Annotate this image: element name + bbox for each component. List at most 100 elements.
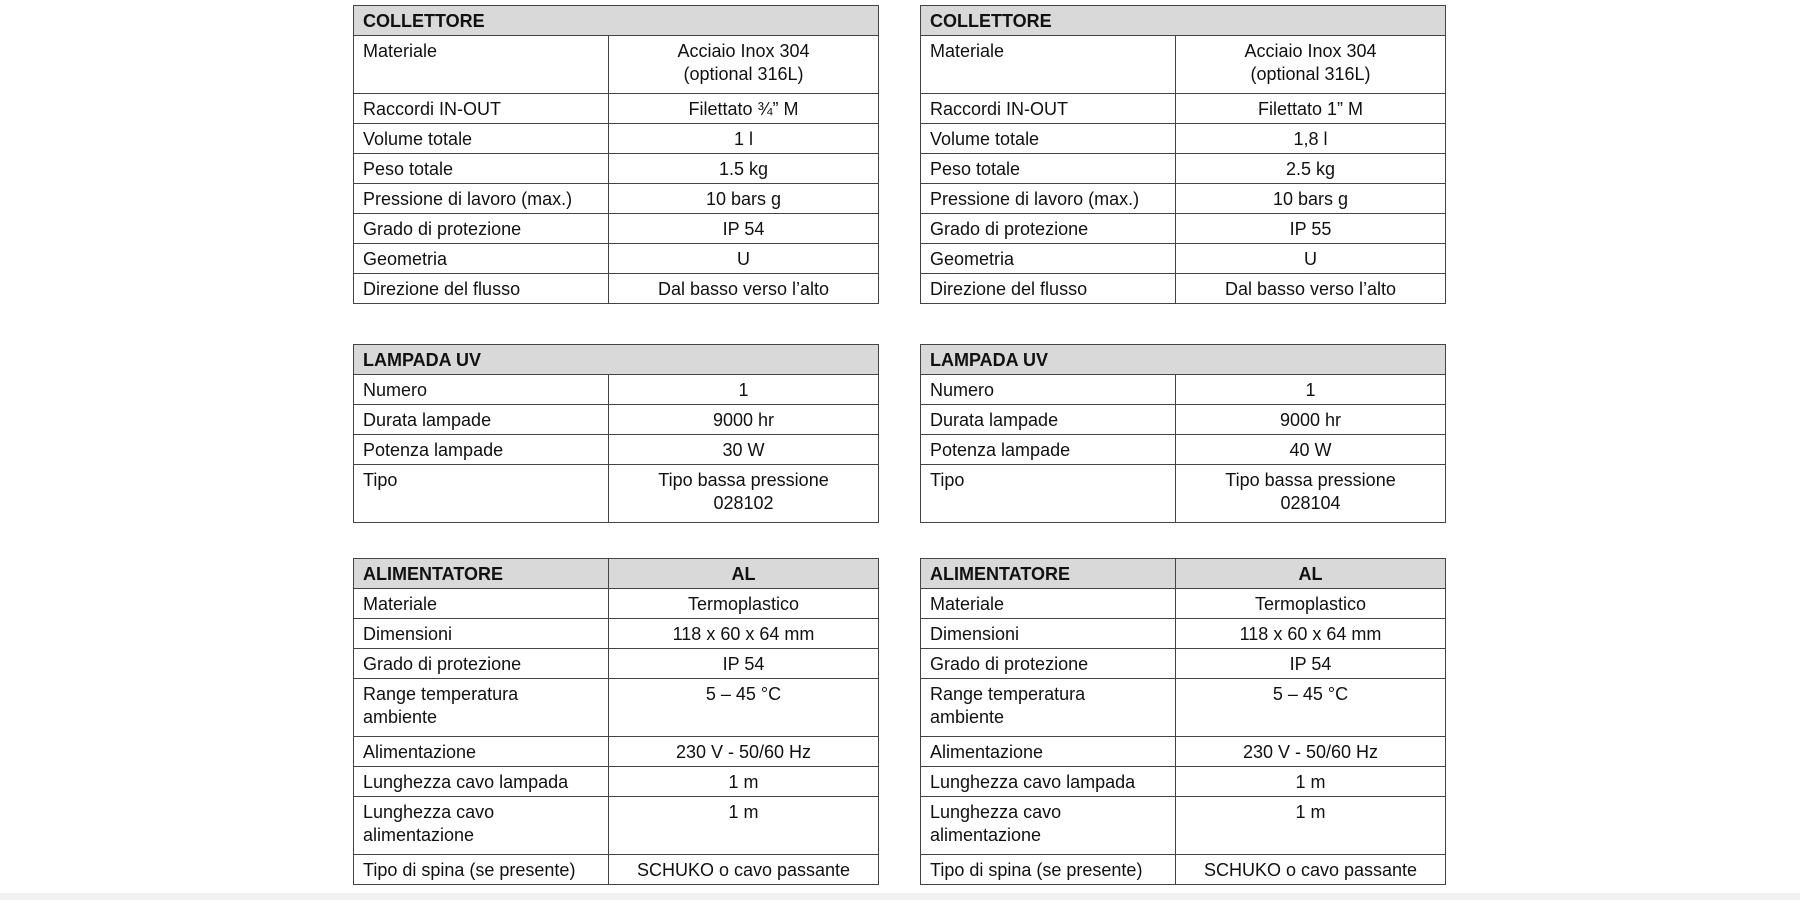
table-row: Materiale Acciaio Inox 304 (optional 316L)	[353, 35, 879, 94]
row-label: Direzione del flusso	[353, 273, 609, 304]
section-title: COLLETTORE	[353, 5, 879, 36]
table-row: Grado di protezione IP 55	[920, 213, 1446, 244]
row-label: Volume totale	[353, 123, 609, 154]
table-row: Direzione del flusso Dal basso verso l’al…	[353, 273, 879, 304]
row-label: Materiale	[353, 588, 609, 619]
table-row: Peso totale 2.5 kg	[920, 153, 1446, 184]
row-label: Range temperatura ambiente	[920, 678, 1176, 737]
row-value: IP 55	[1175, 213, 1446, 244]
row-value: 1 m	[1175, 796, 1446, 855]
lampada-table: LAMPADA UV Numero 1 Durata lampade 9000 hr Po…	[353, 344, 879, 523]
row-value: 5 – 45 °C	[608, 678, 879, 737]
section-title-value: AL	[1175, 558, 1446, 589]
row-label: Lunghezza cavo lampada	[920, 766, 1176, 797]
row-value: U	[608, 243, 879, 274]
table-row: Potenza lampade 30 W	[353, 434, 879, 465]
collettore-table: COLLETTORE Materiale Acciaio Inox 304 (opti…	[353, 5, 879, 304]
row-value: IP 54	[608, 213, 879, 244]
row-label: Lunghezza cavo alimentazione	[920, 796, 1176, 855]
row-value: 1 m	[608, 766, 879, 797]
row-value: U	[1175, 243, 1446, 274]
row-label: Tipo	[920, 464, 1176, 523]
table-row: Tipo di spina (se presente) SCHUKO o cavo…	[920, 854, 1446, 885]
table-row: Pressione di lavoro (max.) 10 bars g	[920, 183, 1446, 214]
row-label: Raccordi IN-OUT	[353, 93, 609, 124]
row-label: Lunghezza cavo alimentazione	[353, 796, 609, 855]
row-label: Dimensioni	[920, 618, 1176, 649]
row-value: Tipo bassa pressione 028104	[1175, 464, 1446, 523]
table-row: Volume totale 1,8 l	[920, 123, 1446, 154]
row-label: Geometria	[353, 243, 609, 274]
row-value: 230 V - 50/60 Hz	[608, 736, 879, 767]
row-value: Dal basso verso l’alto	[608, 273, 879, 304]
row-value: 2.5 kg	[1175, 153, 1446, 184]
row-value: IP 54	[1175, 648, 1446, 679]
row-value: Filettato ¾” M	[608, 93, 879, 124]
row-label: Numero	[920, 374, 1176, 405]
row-value: 10 bars g	[1175, 183, 1446, 214]
table-row: Numero 1	[353, 374, 879, 405]
table-header: ALIMENTATORE AL	[353, 558, 879, 589]
row-label: Numero	[353, 374, 609, 405]
table-row: Volume totale 1 l	[353, 123, 879, 154]
collettore-table: COLLETTORE Materiale Acciaio Inox 304 (opti…	[920, 5, 1446, 304]
row-label: Geometria	[920, 243, 1176, 274]
row-label: Range temperatura ambiente	[353, 678, 609, 737]
table-row: Lunghezza cavo lampada 1 m	[353, 766, 879, 797]
table-row: Range temperatura ambiente 5 – 45 °C	[353, 678, 879, 737]
row-value: 1	[1175, 374, 1446, 405]
row-label: Alimentazione	[353, 736, 609, 767]
table-row: Materiale Termoplastico	[353, 588, 879, 619]
row-label: Volume totale	[920, 123, 1176, 154]
row-value: SCHUKO o cavo passante	[1175, 854, 1446, 885]
row-label: Materiale	[920, 35, 1176, 94]
table-row: Peso totale 1.5 kg	[353, 153, 879, 184]
row-value: Termoplastico	[1175, 588, 1446, 619]
table-header: LAMPADA UV	[353, 344, 879, 375]
table-row: Raccordi IN-OUT Filettato ¾” M	[353, 93, 879, 124]
table-row: Materiale Acciaio Inox 304 (optional 316L)	[920, 35, 1446, 94]
row-value: 10 bars g	[608, 183, 879, 214]
row-value: 1,8 l	[1175, 123, 1446, 154]
row-value: 1.5 kg	[608, 153, 879, 184]
table-row: Alimentazione 230 V - 50/60 Hz	[353, 736, 879, 767]
row-label: Durata lampade	[353, 404, 609, 435]
row-label: Tipo di spina (se presente)	[920, 854, 1176, 885]
table-header: ALIMENTATORE AL	[920, 558, 1446, 589]
table-row: Pressione di lavoro (max.) 10 bars g	[353, 183, 879, 214]
table-row: Grado di protezione IP 54	[920, 648, 1446, 679]
row-label: Tipo	[353, 464, 609, 523]
table-row: Dimensioni 118 x 60 x 64 mm	[920, 618, 1446, 649]
section-title: LAMPADA UV	[920, 344, 1446, 375]
row-value: 230 V - 50/60 Hz	[1175, 736, 1446, 767]
row-label: Grado di protezione	[920, 213, 1176, 244]
row-label: Lunghezza cavo lampada	[353, 766, 609, 797]
row-label: Peso totale	[353, 153, 609, 184]
row-value: 30 W	[608, 434, 879, 465]
lampada-table: LAMPADA UV Numero 1 Durata lampade 9000 hr Po…	[920, 344, 1446, 523]
row-value: IP 54	[608, 648, 879, 679]
row-label: Pressione di lavoro (max.)	[353, 183, 609, 214]
row-label: Tipo di spina (se presente)	[353, 854, 609, 885]
row-value: 118 x 60 x 64 mm	[608, 618, 879, 649]
section-title-value: AL	[608, 558, 879, 589]
row-value: 40 W	[1175, 434, 1446, 465]
row-value: Acciaio Inox 304 (optional 316L)	[1175, 35, 1446, 94]
row-value: 1 m	[1175, 766, 1446, 797]
row-label: Materiale	[920, 588, 1176, 619]
table-row: Numero 1	[920, 374, 1446, 405]
table-row: Grado di protezione IP 54	[353, 648, 879, 679]
row-value: 5 – 45 °C	[1175, 678, 1446, 737]
row-value: 118 x 60 x 64 mm	[1175, 618, 1446, 649]
row-label: Potenza lampade	[920, 434, 1176, 465]
table-header: LAMPADA UV	[920, 344, 1446, 375]
alimentatore-table: ALIMENTATORE AL Materiale Termoplastico Dime…	[353, 558, 879, 885]
table-row: Lunghezza cavo lampada 1 m	[920, 766, 1446, 797]
row-label: Pressione di lavoro (max.)	[920, 183, 1176, 214]
row-label: Durata lampade	[920, 404, 1176, 435]
table-row: Range temperatura ambiente 5 – 45 °C	[920, 678, 1446, 737]
table-row: Dimensioni 118 x 60 x 64 mm	[353, 618, 879, 649]
row-value: Dal basso verso l’alto	[1175, 273, 1446, 304]
section-title: COLLETTORE	[920, 5, 1446, 36]
row-label: Grado di protezione	[920, 648, 1176, 679]
